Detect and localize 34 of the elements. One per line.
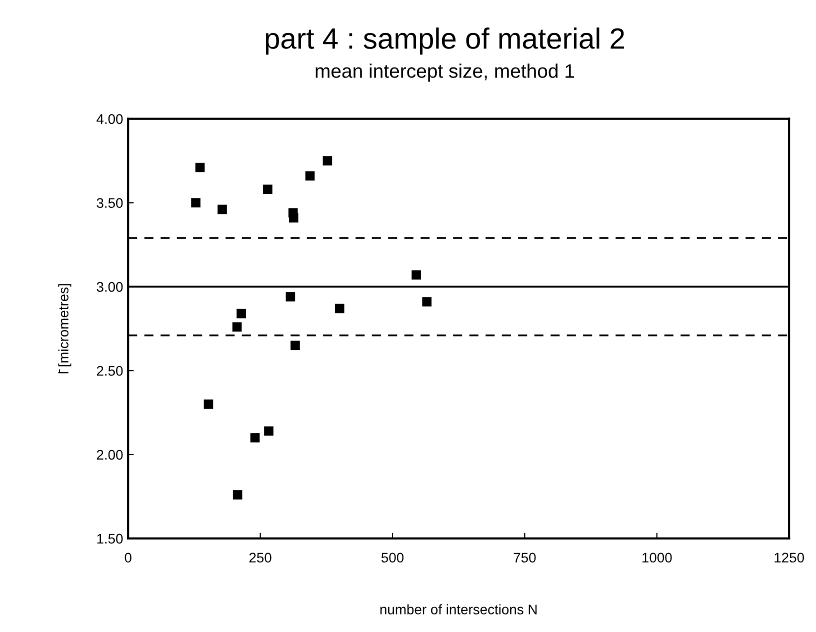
x-tick-label: 250 — [249, 552, 272, 563]
y-tick-label: 2.50 — [96, 366, 123, 376]
point — [422, 297, 432, 306]
chart-title: part 4 : sample of material 2 — [266, 27, 624, 55]
point — [264, 426, 274, 436]
point — [218, 204, 227, 214]
point — [250, 433, 260, 442]
chart-subtitle: mean intercept size, method 1 — [316, 64, 574, 82]
x-axis-title: number of intersections N — [380, 604, 537, 614]
x-tick-label: 750 — [514, 552, 536, 563]
y-tick-label: 1.50 — [97, 534, 123, 544]
x-tick-label: 0 — [124, 552, 132, 563]
point — [232, 490, 242, 500]
point — [232, 322, 242, 332]
point — [191, 198, 200, 208]
point — [305, 171, 315, 181]
point — [236, 308, 246, 318]
x-tick-label: 500 — [381, 552, 404, 563]
y-tick-label: 3.50 — [96, 198, 123, 208]
y-tick-label: 3.00 — [96, 282, 123, 292]
y-tick-label: 4.00 — [96, 114, 123, 124]
point — [290, 340, 300, 350]
point — [412, 270, 421, 280]
point — [263, 184, 272, 194]
x-tick-label: 1250 — [774, 552, 804, 563]
point — [288, 213, 298, 223]
point — [322, 156, 332, 166]
y-axis-title: l̄ [micrometres] — [58, 284, 72, 374]
point — [195, 162, 205, 172]
y-tick-label: 2.00 — [96, 450, 123, 460]
point — [204, 400, 214, 409]
point — [286, 292, 296, 302]
x-tick-label: 1000 — [642, 552, 672, 563]
point — [334, 304, 344, 314]
